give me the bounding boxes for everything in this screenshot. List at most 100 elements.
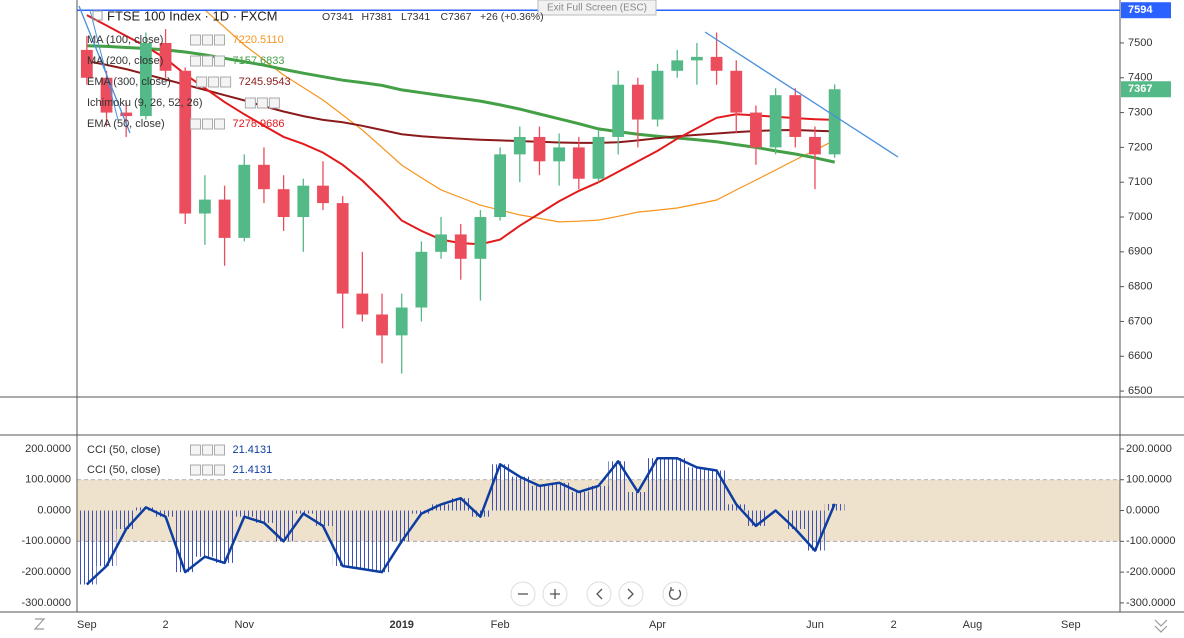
cci-histogram: [529, 485, 550, 511]
candle-body: [297, 185, 310, 218]
x-tick-label: Jun: [806, 619, 824, 631]
ma-line: [204, 9, 835, 223]
settings-icon[interactable]: [1154, 619, 1168, 633]
cci-histogram: [568, 492, 589, 511]
candle-body: [769, 95, 782, 148]
candle-body: [553, 147, 566, 162]
legend-icon[interactable]: [268, 97, 280, 109]
y-tick-label: 7500: [1128, 37, 1152, 49]
legend-icon[interactable]: [202, 55, 213, 67]
legend-icon[interactable]: [202, 34, 213, 46]
cci-histogram: [667, 458, 688, 511]
legend-name[interactable]: CCI (50, close): [87, 464, 160, 476]
y-tick-label: 100.0000: [1126, 474, 1172, 486]
ohlc-value: H7381: [362, 11, 393, 23]
reset-button[interactable]: [662, 581, 688, 607]
trend-line[interactable]: [78, 5, 131, 134]
y-tick-label-left: 100.0000: [25, 474, 71, 486]
cci-histogram: [96, 510, 117, 566]
x-tick-label: Nov: [234, 619, 254, 631]
x-tick-label: 2019: [389, 619, 413, 631]
legend-name[interactable]: CCI (50, close): [87, 444, 160, 456]
scroll-left-icon: [596, 588, 603, 600]
legend-name[interactable]: EMA (300, close): [87, 76, 171, 88]
y-tick-label-left: -300.0000: [21, 597, 71, 609]
collapse-icon[interactable]: [92, 10, 103, 21]
legend-icon[interactable]: [214, 444, 225, 456]
legend-name[interactable]: Ichimoku (9, 26, 52, 26): [87, 97, 203, 109]
legend-icon[interactable]: [190, 118, 201, 130]
cci-histogram: [628, 492, 648, 511]
cci-histogram: [588, 485, 609, 511]
legend-icon[interactable]: [202, 464, 213, 476]
candle-body: [592, 136, 605, 179]
legend-value: 21.4131: [233, 464, 273, 476]
candle-body: [199, 199, 211, 214]
nav-buttons: [510, 581, 688, 607]
legend-icon[interactable]: [202, 444, 213, 456]
cci-histogram: [332, 510, 353, 566]
legend-name[interactable]: MA (100, close): [87, 34, 163, 46]
scroll-left-button[interactable]: [586, 581, 612, 607]
candle-body: [730, 70, 743, 113]
x-tick-label: Aug: [963, 619, 983, 631]
legend-icon[interactable]: [214, 118, 225, 130]
trend-line[interactable]: [704, 31, 899, 158]
ohlc-value: +26 (+0.36%): [480, 11, 544, 23]
cci-histogram: [214, 510, 235, 563]
legend-icon[interactable]: [208, 76, 220, 88]
candle-body: [80, 49, 93, 78]
legend-name[interactable]: EMA (50, close): [87, 118, 165, 130]
legend-icon[interactable]: [244, 97, 256, 109]
candle-body: [494, 154, 507, 218]
candle-body: [395, 307, 408, 336]
legend-icon[interactable]: [256, 97, 268, 109]
cci-histogram: [175, 510, 196, 573]
legend-value: 7157.6833: [233, 55, 285, 67]
price-label-box: [1121, 2, 1171, 19]
legend-icon[interactable]: [214, 55, 225, 67]
ohlc-value: L7341: [401, 11, 430, 23]
legend-icon[interactable]: [196, 76, 208, 88]
candle-body: [809, 136, 821, 155]
legend-icon[interactable]: [214, 464, 225, 476]
y-tick-label: 200.0000: [1126, 443, 1172, 455]
legend-icon[interactable]: [190, 34, 201, 46]
scroll-right-button[interactable]: [618, 581, 644, 607]
y-tick-label: 6600: [1128, 350, 1152, 362]
legend: MA (100, close) 7220.5110 MA (200, close) 7…: [87, 34, 291, 476]
cci-histogram: [706, 470, 727, 511]
ohlc-value: O7341: [322, 11, 354, 23]
x-tick-label: Sep: [77, 619, 97, 631]
trend-line[interactable]: [89, 9, 119, 121]
last-price-label: 7367: [1128, 83, 1152, 95]
legend-value: 21.4131: [233, 444, 273, 456]
legend-icon[interactable]: [220, 76, 232, 88]
cci-histogram: [687, 467, 707, 511]
cci-histogram: [254, 510, 274, 523]
y-tick-label: 7000: [1128, 211, 1152, 223]
cci-histogram: [411, 510, 432, 514]
candle-body: [789, 95, 802, 137]
candle-body: [533, 136, 546, 162]
legend-icon[interactable]: [190, 444, 201, 456]
cci-histogram: [293, 510, 314, 514]
legend-name[interactable]: MA (200, close): [87, 55, 163, 67]
legend-icon[interactable]: [190, 464, 201, 476]
scroll-right-icon: [627, 588, 634, 600]
ohlc-summary: O7341 H7381 L7341 C7367 +26 (+0.36%): [322, 11, 544, 23]
legend-icon[interactable]: [214, 34, 225, 46]
candle-body: [415, 251, 428, 308]
y-tick-label: -200.0000: [1126, 566, 1176, 578]
timezone-icon[interactable]: [33, 618, 46, 630]
candle-body: [631, 84, 644, 120]
legend-icon[interactable]: [190, 55, 201, 67]
candle-body: [474, 217, 487, 259]
y-tick-label-left: -200.0000: [21, 566, 71, 578]
candle-body: [238, 164, 251, 238]
legend-icon[interactable]: [202, 118, 213, 130]
last-price-box: [1121, 81, 1171, 98]
y-tick-label: 6500: [1128, 385, 1152, 397]
